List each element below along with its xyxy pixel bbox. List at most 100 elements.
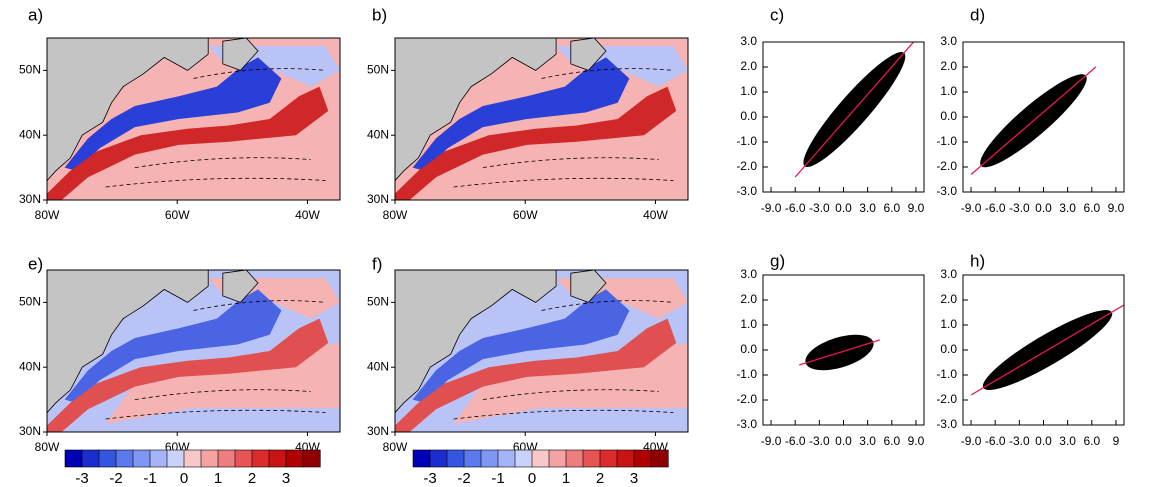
plot-area — [395, 38, 688, 200]
x-tick-label: 9.0 — [908, 434, 925, 448]
colorbar-box — [251, 449, 270, 468]
land — [47, 38, 209, 182]
colorbar-label: 2 — [248, 470, 256, 487]
panel-label: e) — [28, 254, 43, 273]
x-tick-label: 6.0 — [1083, 201, 1100, 215]
y-tick-label: 30N — [367, 424, 389, 438]
island — [222, 270, 259, 303]
warm-band — [47, 318, 329, 432]
plot-area — [47, 270, 340, 432]
y-tick-label: 0.0 — [940, 109, 957, 123]
cold-band — [412, 289, 630, 403]
y-tick-label: -1.0 — [936, 367, 957, 381]
x-tick-label: -3.0 — [809, 434, 830, 448]
y-tick-label: 2.0 — [740, 59, 757, 73]
colorbar-box — [463, 449, 482, 468]
plot-area — [963, 42, 1124, 192]
land — [395, 270, 557, 414]
colorbar-label: 0 — [180, 470, 188, 487]
frame — [394, 269, 689, 433]
x-tick-label: 9.0 — [1108, 201, 1125, 215]
frame — [394, 37, 689, 201]
panel-label: d) — [970, 5, 985, 24]
y-tick-label: 1.0 — [940, 317, 957, 331]
y-tick-label: 2.0 — [740, 292, 757, 306]
colorbar-box — [81, 449, 100, 468]
frame — [46, 269, 341, 433]
y-tick-label: 0.0 — [740, 342, 757, 356]
y-tick-label: 30N — [19, 192, 41, 206]
x-tick-label: 3.0 — [1059, 201, 1076, 215]
y-tick-label: 40N — [367, 359, 389, 373]
colorbar-label: 2 — [596, 470, 604, 487]
fit-line — [799, 339, 880, 366]
colorbar-box — [268, 449, 287, 468]
colorbar-box — [429, 449, 448, 468]
contour — [482, 157, 659, 168]
x-tick-label: -9.0 — [761, 201, 782, 215]
y-tick-label: 3.0 — [740, 267, 757, 281]
colorbar-box — [548, 449, 567, 468]
y-tick-label: 40N — [19, 359, 41, 373]
colorbar-box — [599, 449, 618, 468]
island — [570, 38, 607, 71]
y-tick-label: 3.0 — [940, 267, 957, 281]
frame — [46, 37, 341, 201]
x-tick-label: -6.0 — [985, 434, 1006, 448]
x-tick-label: 0.0 — [835, 201, 852, 215]
colorbar-label: -3 — [75, 470, 88, 487]
y-tick-label: 1.0 — [740, 84, 757, 98]
y-tick-label: 50N — [367, 295, 389, 309]
x-tick-label: 0.0 — [1035, 434, 1052, 448]
cold-band — [412, 57, 630, 171]
colorbar-box — [514, 449, 533, 468]
colorbar-box — [633, 449, 652, 468]
colorbar-box — [446, 449, 465, 468]
warm-band — [47, 86, 329, 200]
y-tick-label: 3.0 — [940, 34, 957, 48]
y-tick-label: -3.0 — [736, 417, 757, 431]
y-tick-label: -2.0 — [736, 392, 757, 406]
warm-band — [395, 86, 677, 200]
x-tick-label: 9 — [1113, 434, 1120, 448]
x-tick-label: 80W — [35, 208, 60, 222]
contour — [134, 157, 311, 168]
plot-area — [763, 275, 924, 425]
land — [395, 38, 557, 182]
warm-band — [395, 318, 677, 432]
y-tick-label: -3.0 — [936, 417, 957, 431]
fit-line — [970, 66, 1097, 175]
colorbar-box — [285, 449, 304, 468]
colorbar-box — [616, 449, 635, 468]
y-tick-label: 40N — [367, 127, 389, 141]
y-tick-label: 50N — [19, 63, 41, 77]
x-tick-label: 40W — [295, 208, 320, 222]
colorbar-box — [115, 449, 134, 468]
colorbar-box — [234, 449, 253, 468]
colorbar-label: 3 — [282, 470, 290, 487]
y-tick-label: 40N — [19, 127, 41, 141]
colorbar-label: 1 — [562, 470, 570, 487]
panel-label: b) — [372, 5, 387, 24]
x-tick-label: -9.0 — [761, 434, 782, 448]
x-tick-label: 3.0 — [859, 201, 876, 215]
colorbar-box — [183, 449, 202, 468]
y-tick-label: 1.0 — [940, 84, 957, 98]
cold-band — [64, 289, 282, 403]
contour — [193, 300, 326, 311]
x-tick-label: 6.0 — [1083, 434, 1100, 448]
plot-area — [47, 38, 340, 200]
panel-label: f) — [372, 254, 382, 273]
colorbar-box — [217, 449, 236, 468]
colorbar-box — [132, 449, 151, 468]
colorbar-box — [412, 449, 431, 468]
y-tick-label: -2.0 — [736, 159, 757, 173]
y-tick-label: -1.0 — [736, 134, 757, 148]
y-tick-label: -2.0 — [936, 392, 957, 406]
x-tick-label: 6.0 — [883, 201, 900, 215]
x-tick-label: 40W — [643, 208, 668, 222]
x-tick-label: -6.0 — [985, 201, 1006, 215]
x-tick-label: 60W — [165, 208, 190, 222]
